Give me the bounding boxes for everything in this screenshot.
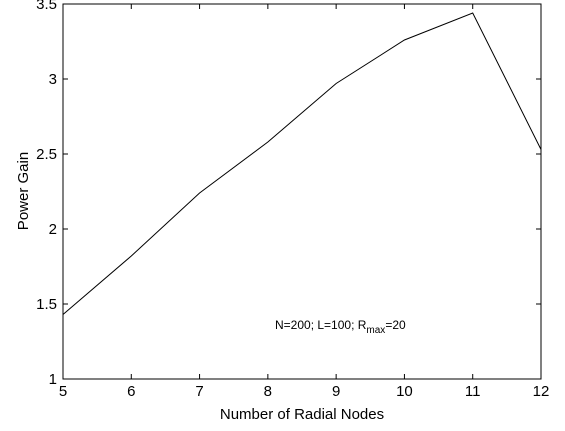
x-tick-label: 10 (396, 383, 413, 400)
x-tick-label: 6 (127, 383, 135, 400)
y-tick-labels: 1 1.5 2 2.5 3 3.5 (36, 0, 57, 388)
plot-frame (62, 3, 542, 380)
y-tick-label: 3.5 (36, 0, 57, 13)
annotation-subscript: max (366, 325, 385, 336)
annotation: N=200; L=100; Rmax=20 (275, 318, 406, 336)
x-tick-label: 9 (332, 383, 340, 400)
x-tick-label: 12 (533, 383, 550, 400)
y-tick-label: 2.5 (36, 146, 57, 163)
y-tick-label: 1.5 (36, 296, 57, 313)
x-tick-label: 5 (59, 383, 67, 400)
x-tick-label: 8 (264, 383, 272, 400)
y-tick-label: 2 (49, 221, 57, 238)
y-tick-label: 3 (49, 71, 57, 88)
y-tick-label: 1 (49, 371, 57, 388)
axis-ticks (62, 3, 542, 380)
annotation-prefix: N=200; L=100; R (275, 318, 367, 332)
x-tick-labels: 5 6 7 8 9 10 11 12 (59, 383, 550, 400)
annotation-suffix: =20 (385, 318, 406, 332)
series-line (62, 12, 542, 315)
x-axis-label: Number of Radial Nodes (220, 406, 384, 423)
x-tick-label: 7 (195, 383, 203, 400)
y-axis-label: Power Gain (15, 152, 32, 230)
x-tick-label: 11 (465, 383, 481, 400)
series-group (62, 12, 542, 315)
